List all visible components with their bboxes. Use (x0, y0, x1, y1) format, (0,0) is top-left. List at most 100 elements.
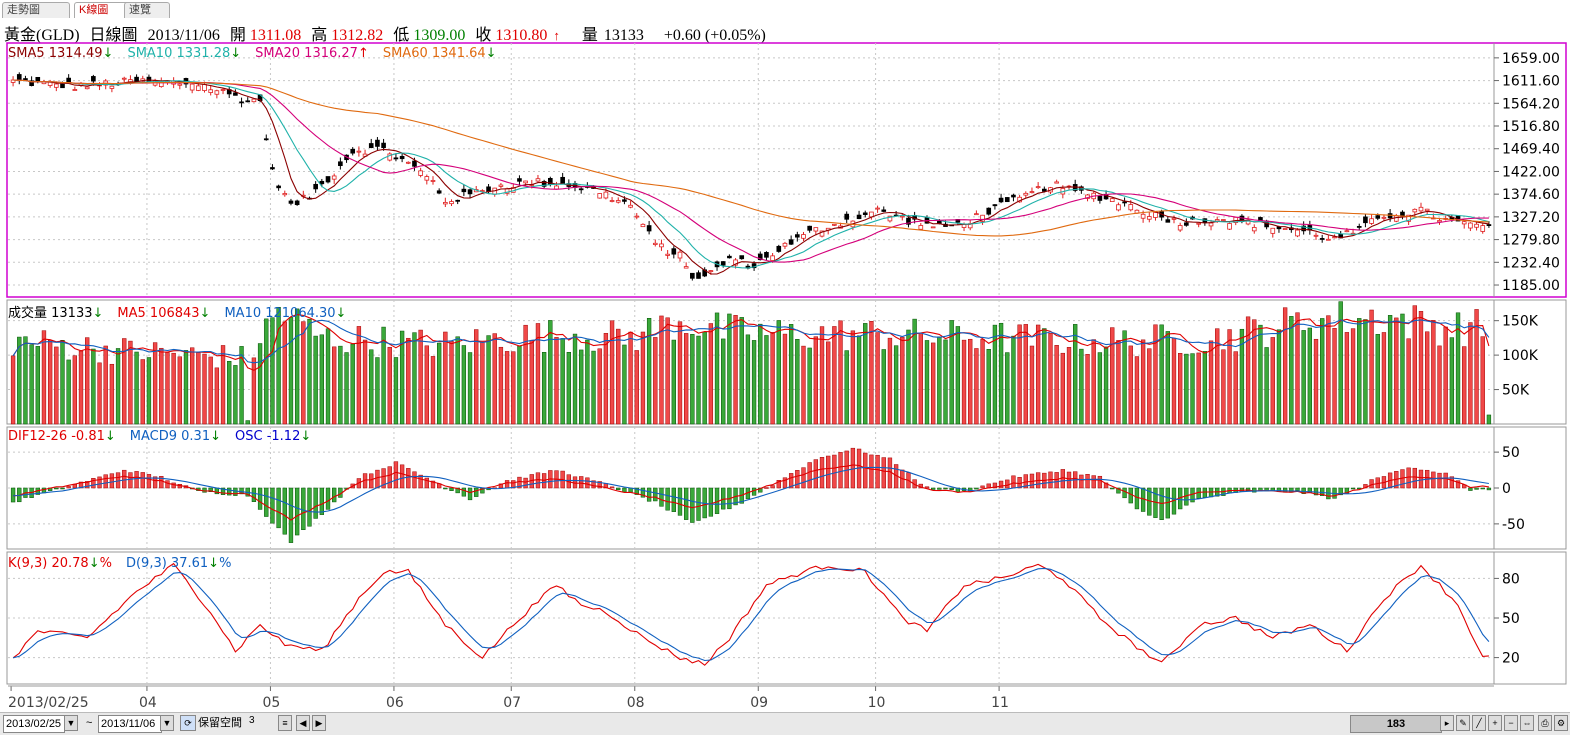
macd-osc-bar (406, 468, 411, 489)
zoom-in-icon[interactable]: + (1488, 715, 1502, 731)
candle-body (764, 252, 769, 258)
macd-legend-text: DIF12-26 -0.81 (8, 429, 105, 444)
draw-tool-button[interactable]: ╱ (1472, 715, 1486, 731)
volume-bar (1418, 311, 1424, 425)
volume-bar (424, 345, 429, 425)
macd-osc-bar (807, 462, 812, 489)
candle-body (1029, 191, 1035, 193)
volume-bar (850, 330, 856, 425)
macd-osc-bar (399, 464, 405, 489)
candle-body (974, 213, 979, 216)
sma60-line (13, 79, 1489, 237)
macd-osc-bar (1369, 479, 1374, 489)
volume-bar (1375, 334, 1380, 425)
macd-osc-bar (1110, 487, 1115, 490)
macd-osc-bar (449, 487, 454, 491)
candle-body (461, 188, 467, 193)
macd-osc-bar (1455, 480, 1461, 489)
volume-bar (1054, 345, 1059, 425)
candle-body (1171, 217, 1177, 220)
date-range-separator: ~ (86, 717, 93, 729)
macd-osc-bar (424, 477, 429, 489)
macd-osc-bar (375, 469, 380, 489)
tab-kline[interactable]: K線圖 (74, 2, 136, 18)
start-date-dropdown-icon[interactable]: ▼ (64, 715, 78, 731)
volume-bar (683, 333, 689, 425)
macd-osc-bar (1412, 467, 1417, 489)
volume-bar (1363, 319, 1368, 425)
macd-osc-bar (1017, 477, 1022, 489)
candle-body (1412, 208, 1418, 213)
volume-bar (436, 342, 442, 425)
scroll-right-button[interactable]: ▶ (312, 715, 326, 731)
candle-body (53, 83, 59, 88)
volume-bar (906, 329, 911, 425)
macd-osc-bar (992, 482, 998, 489)
volume-bar (1221, 349, 1226, 425)
macd-osc-bar (381, 468, 386, 489)
x-tick-label: 05 (262, 695, 280, 711)
volume-bar (474, 329, 479, 425)
zoom-button[interactable]: ≡ (278, 715, 292, 731)
end-date-field[interactable]: 2013/11/06 (98, 715, 162, 733)
volume-bar (579, 349, 584, 425)
macd-osc-bar (208, 487, 213, 492)
candle-body (757, 253, 763, 261)
volume-bar (1177, 353, 1183, 425)
macd-osc-bar (1005, 479, 1010, 489)
settings-icon[interactable]: ⚙ (1554, 715, 1568, 731)
price-legend-item: SMA20 1316.27↑ (255, 46, 369, 61)
price-y-tick-label: 1279.80 (1502, 233, 1560, 249)
volume-bar (529, 340, 534, 425)
down-arrow-icon: ↓ (199, 306, 211, 321)
sync-button[interactable]: ⟳ (180, 715, 196, 731)
volume-bar (1073, 324, 1078, 425)
candle-body (980, 214, 985, 222)
zoom-out-icon[interactable]: − (1504, 715, 1518, 731)
candle-body (1418, 206, 1424, 212)
candle-body (609, 200, 615, 202)
down-arrow-icon: ↓ (335, 306, 347, 321)
bar-count-field[interactable]: 183 (1350, 715, 1442, 733)
candle-body (239, 101, 244, 104)
candle-body (603, 191, 609, 199)
start-date-field[interactable]: 2013/02/25 (3, 715, 65, 733)
config-button[interactable]: ✎ (1456, 715, 1470, 731)
macd-osc-bar (146, 474, 152, 489)
candle-body (1146, 216, 1152, 220)
end-date-value: 2013/11/06 (101, 718, 156, 730)
tab-trend[interactable]: 走勢圖 (2, 2, 70, 18)
macd-osc-bar (930, 487, 936, 490)
macd-osc-bar (671, 487, 676, 512)
price-y-tick-label: 1422.00 (1502, 164, 1560, 180)
macd-osc-bar (653, 487, 658, 502)
candle-body (1054, 181, 1059, 184)
scroll-left-button[interactable]: ◀ (296, 715, 310, 731)
x-tick-label: 09 (750, 695, 768, 711)
macd-osc-bar (461, 487, 467, 497)
candle-body (720, 261, 726, 266)
candle-body (245, 100, 251, 103)
macd9-line (13, 466, 1489, 513)
macd-osc-bar (325, 487, 331, 510)
volume-bar (128, 340, 133, 425)
volume-bar (480, 341, 485, 425)
volume-bar (541, 352, 547, 425)
macd-osc-bar (622, 487, 627, 493)
end-date-dropdown-icon[interactable]: ▼ (160, 715, 174, 731)
fit-icon[interactable]: ⇔ (1520, 715, 1534, 731)
volume-bar (91, 348, 96, 425)
macd-osc-bar (1202, 487, 1208, 498)
candle-body (282, 193, 288, 196)
volume-bar (1215, 328, 1220, 425)
scroll-end-button[interactable]: ▸ (1440, 715, 1454, 731)
macd-legend-item: OSC -1.12↓ (235, 429, 311, 444)
candle-body (10, 79, 16, 83)
print-icon[interactable]: ⎙ (1538, 715, 1552, 731)
candle-body (177, 83, 183, 86)
volume-bar (1474, 309, 1479, 425)
volume-bar (307, 318, 312, 425)
tab-overview[interactable]: 速覽 (124, 2, 170, 18)
volume-bar (1270, 337, 1275, 425)
down-arrow-icon: ↓ (208, 556, 220, 571)
